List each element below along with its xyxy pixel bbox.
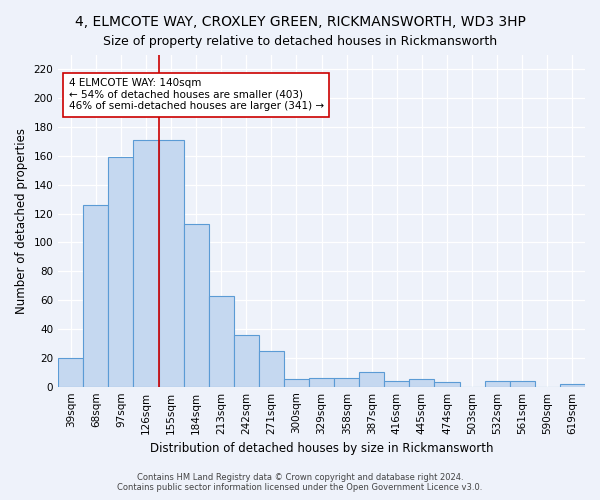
Text: Size of property relative to detached houses in Rickmansworth: Size of property relative to detached ho… — [103, 35, 497, 48]
Bar — [485, 381, 510, 386]
Bar — [109, 158, 133, 386]
Bar — [83, 205, 109, 386]
Bar — [309, 378, 334, 386]
Bar — [334, 378, 359, 386]
Text: Contains HM Land Registry data © Crown copyright and database right 2024.
Contai: Contains HM Land Registry data © Crown c… — [118, 473, 482, 492]
Bar — [184, 224, 209, 386]
Bar — [284, 380, 309, 386]
Bar — [234, 335, 259, 386]
Bar — [434, 382, 460, 386]
Y-axis label: Number of detached properties: Number of detached properties — [15, 128, 28, 314]
Text: 4 ELMCOTE WAY: 140sqm
← 54% of detached houses are smaller (403)
46% of semi-det: 4 ELMCOTE WAY: 140sqm ← 54% of detached … — [69, 78, 324, 112]
X-axis label: Distribution of detached houses by size in Rickmansworth: Distribution of detached houses by size … — [150, 442, 493, 455]
Bar — [359, 372, 385, 386]
Bar — [133, 140, 158, 386]
Bar — [158, 140, 184, 386]
Bar — [560, 384, 585, 386]
Bar — [259, 350, 284, 386]
Bar — [409, 380, 434, 386]
Bar — [209, 296, 234, 386]
Bar — [58, 358, 83, 386]
Bar — [385, 381, 409, 386]
Text: 4, ELMCOTE WAY, CROXLEY GREEN, RICKMANSWORTH, WD3 3HP: 4, ELMCOTE WAY, CROXLEY GREEN, RICKMANSW… — [74, 15, 526, 29]
Bar — [510, 381, 535, 386]
